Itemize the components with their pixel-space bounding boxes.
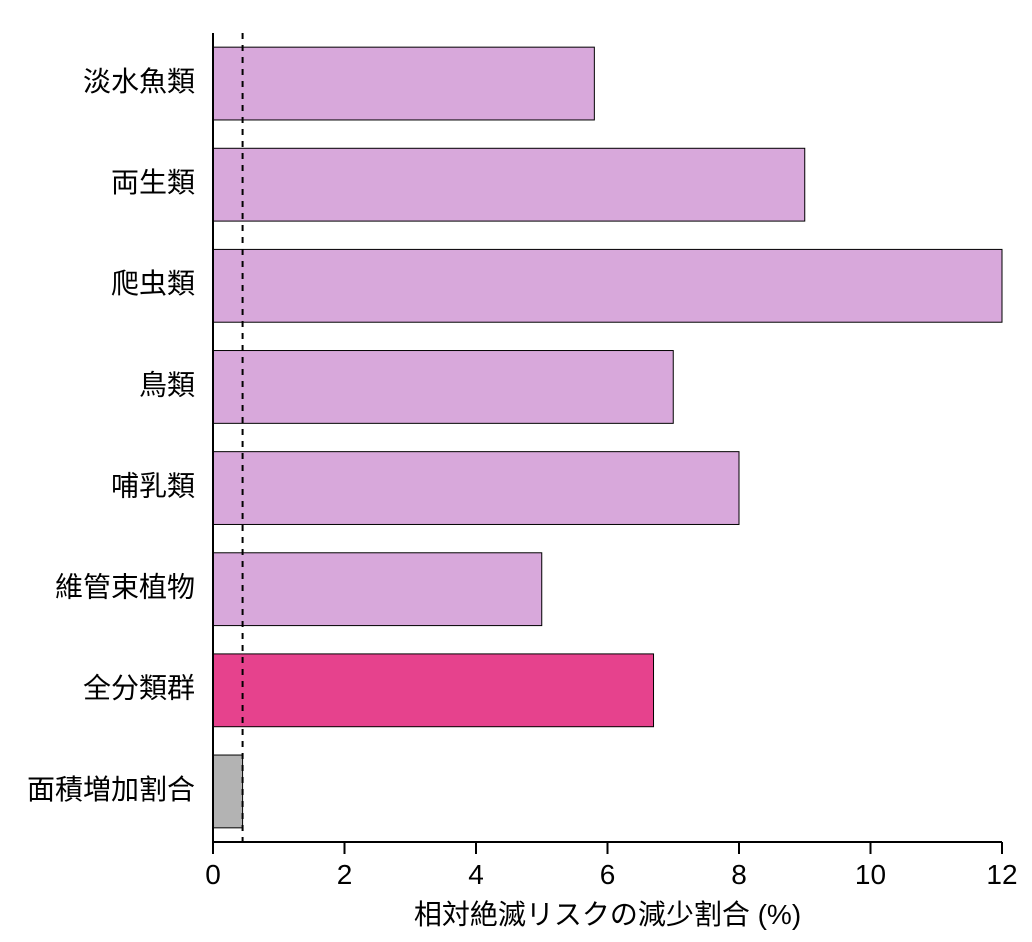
y-axis-label: 爬虫類 (111, 268, 195, 299)
x-tick-label: 6 (600, 859, 616, 890)
bar (213, 654, 654, 727)
x-tick-label: 10 (855, 859, 886, 890)
x-tick-label: 4 (468, 859, 484, 890)
bar (213, 553, 542, 626)
bar (213, 452, 739, 525)
y-axis-label: 鳥類 (139, 369, 195, 400)
x-tick-label: 2 (337, 859, 353, 890)
y-axis-label: 哺乳類 (111, 470, 195, 501)
bar (213, 249, 1002, 322)
x-tick-label: 12 (986, 859, 1017, 890)
y-axis-label: 両生類 (111, 167, 195, 198)
x-tick-label: 8 (731, 859, 747, 890)
y-axis-label: 面積増加割合 (27, 774, 195, 805)
y-axis-label: 淡水魚類 (83, 66, 195, 97)
bar (213, 47, 594, 120)
extinction-risk-bar-chart: 淡水魚類両生類爬虫類鳥類哺乳類維管束植物全分類群面積増加割合 0 2 4 6 8 10 12 相… (0, 0, 1032, 942)
y-axis-label: 維管束植物 (55, 572, 195, 603)
bar (213, 148, 805, 221)
y-axis-label: 全分類群 (83, 673, 195, 704)
x-tick-label: 0 (205, 859, 221, 890)
bar (213, 755, 243, 828)
bar (213, 351, 673, 424)
x-axis-label: 相対絶滅リスクの減少割合 (%) (414, 899, 801, 930)
